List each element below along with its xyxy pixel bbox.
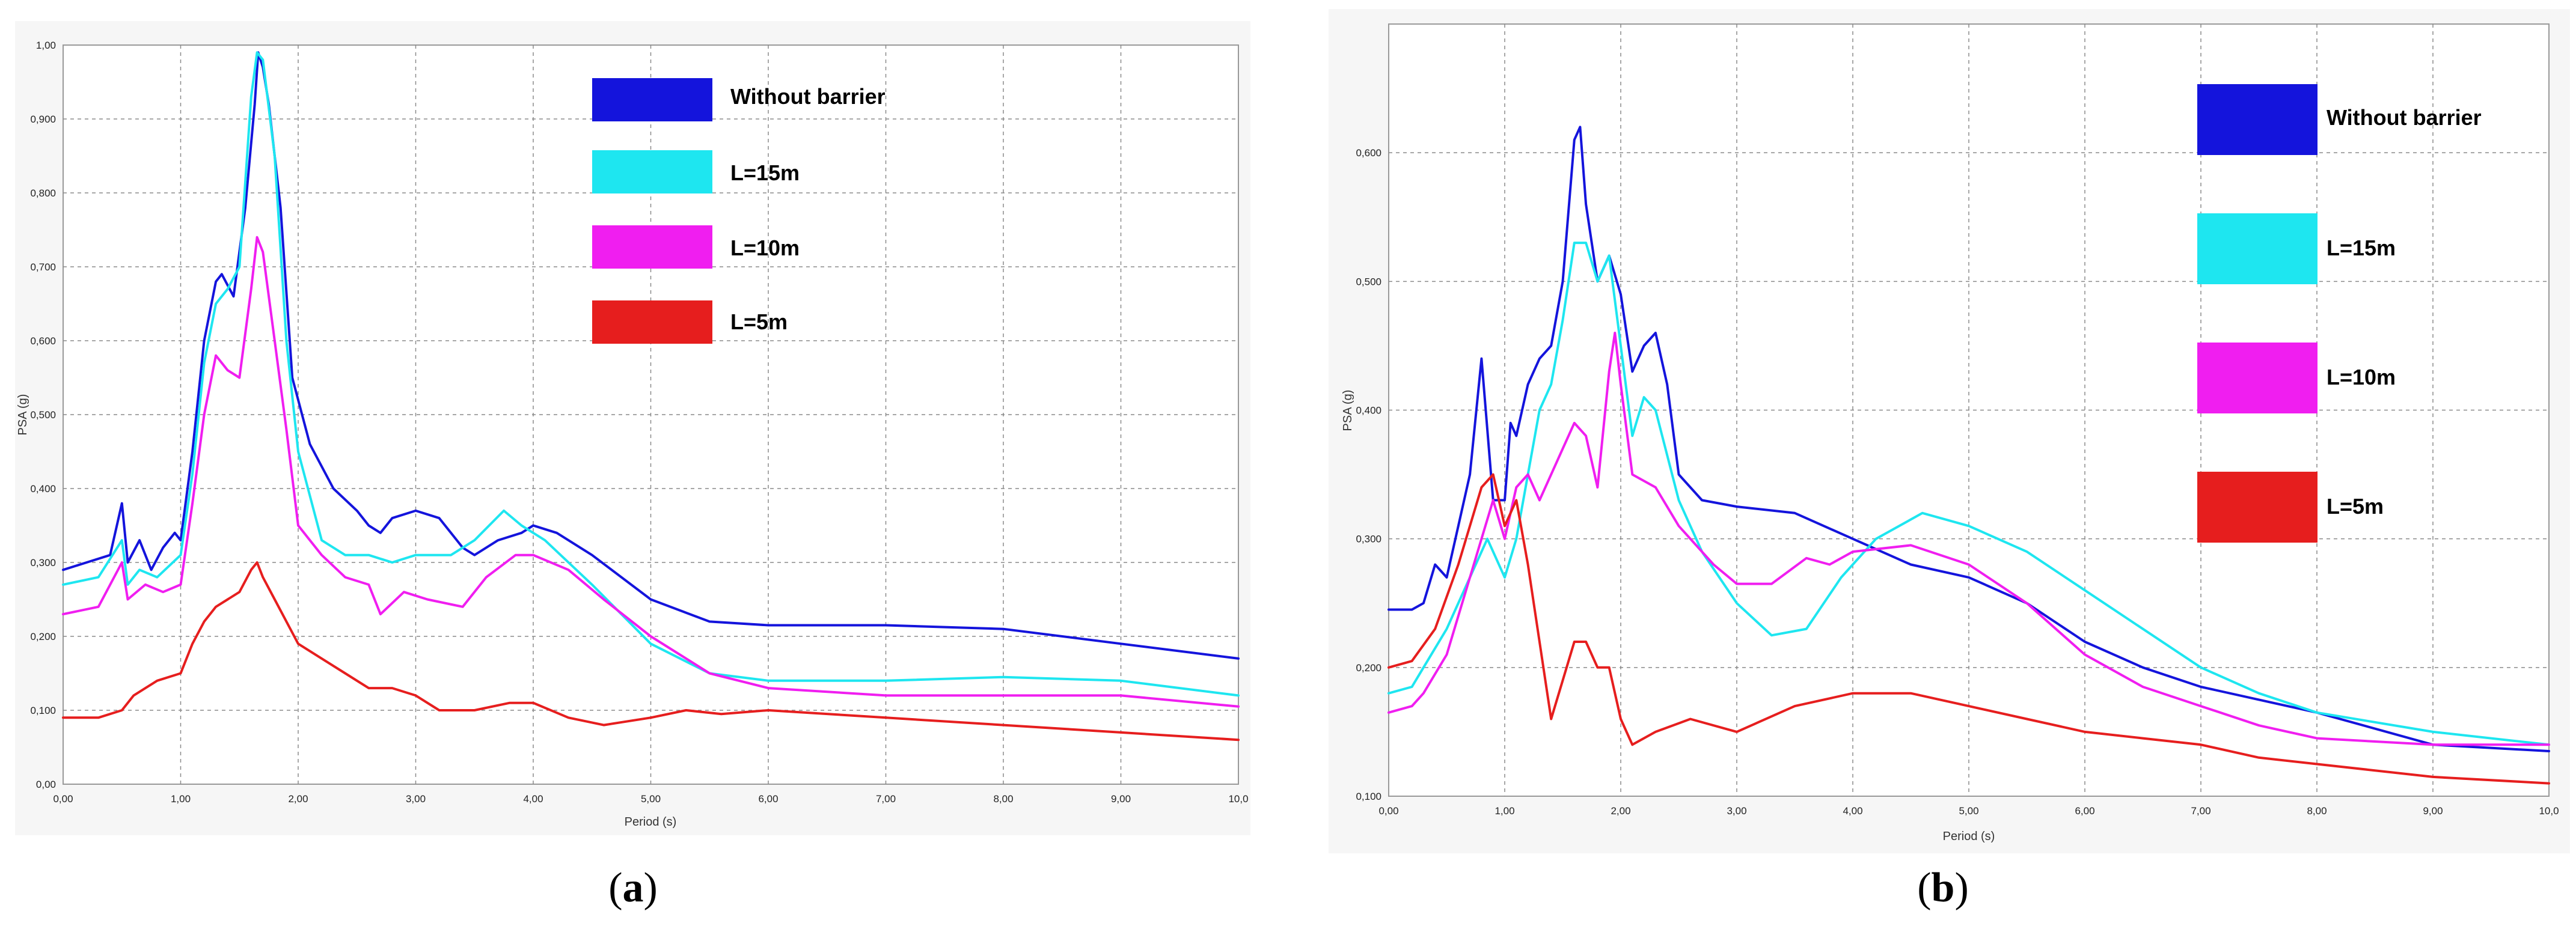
x-tick-label: 5,00 <box>1959 805 1978 817</box>
panel-a-x-axis-title: Period (s) <box>625 815 677 829</box>
legend-label-without-barrier: Without barrier <box>730 84 886 109</box>
legend-swatch-l15-b <box>2197 213 2317 284</box>
legend-label-l15-b: L=15m <box>2327 236 2396 260</box>
panel-b-legend-item-l5: L=5m <box>2197 472 2384 543</box>
y-tick-label: 0,300 <box>1356 534 1381 545</box>
x-tick-label: 8,00 <box>993 793 1013 805</box>
legend-label-l10: L=10m <box>730 236 800 260</box>
y-tick-label: 0,700 <box>30 261 56 273</box>
legend-swatch-l10 <box>592 225 712 269</box>
x-tick-label: 1,00 <box>171 793 191 805</box>
y-tick-label: 0,400 <box>30 483 56 495</box>
panel-b-x-tick-labels: 0,00 1,00 2,00 3,00 4,00 5,00 6,00 7,00 8,00 9,00… <box>1378 805 2559 817</box>
panel-a-letter: a <box>623 865 644 911</box>
legend-label-without-barrier-b: Without barrier <box>2327 105 2482 130</box>
panel-b-grid <box>1389 24 2549 796</box>
x-tick-label: 7,00 <box>2191 805 2210 817</box>
panel-b-legend-item-without-barrier: Without barrier <box>2197 84 2482 155</box>
x-tick-label: 10,0 <box>1228 793 1248 805</box>
y-tick-label: 0,300 <box>30 557 56 568</box>
series-line-l-10m <box>1387 332 2550 746</box>
y-tick-label: 0,500 <box>30 409 56 421</box>
x-tick-label: 4,00 <box>1843 805 1862 817</box>
panel-a-series-lines <box>62 51 1240 742</box>
panel-a-legend-item-l15: L=15m <box>592 150 800 193</box>
x-tick-label: 6,00 <box>758 793 778 805</box>
series-line-l-15m <box>1387 242 2550 746</box>
x-tick-label: 2,00 <box>1611 805 1630 817</box>
y-tick-label: 0,100 <box>1356 791 1381 802</box>
x-tick-label: 9,00 <box>1111 793 1131 805</box>
legend-swatch-l5-b <box>2197 472 2317 543</box>
panel-a: 0,00 1,00 2,00 3,00 4,00 5,00 6,00 7,00 8,00 9,00… <box>15 21 1250 911</box>
y-tick-label: 0,500 <box>1356 276 1381 287</box>
legend-swatch-without-barrier-b <box>2197 84 2317 155</box>
x-tick-label: 8,00 <box>2307 805 2327 817</box>
panel-b-letter: b <box>1932 865 1955 911</box>
legend-label-l5-b: L=5m <box>2327 494 2384 519</box>
panel-b: 0,00 1,00 2,00 3,00 4,00 5,00 6,00 7,00 8,00 9,00… <box>1329 9 2570 911</box>
x-tick-label: 6,00 <box>2075 805 2094 817</box>
series-line-l-5m <box>1387 473 2550 785</box>
series-line-l-10m <box>62 236 1240 708</box>
legend-swatch-l10-b <box>2197 343 2317 413</box>
series-line-l-15m <box>62 51 1240 697</box>
x-tick-label: 1,00 <box>1495 805 1514 817</box>
series-line-without-barrier <box>62 51 1240 660</box>
x-tick-label: 3,00 <box>1727 805 1746 817</box>
y-tick-label: 1,00 <box>36 40 56 51</box>
panel-a-label: (a) <box>608 865 658 911</box>
y-tick-label: 0,600 <box>1356 147 1381 159</box>
x-tick-label: 4,00 <box>523 793 543 805</box>
panel-b-y-axis-title: PSA (g) <box>1341 390 1354 431</box>
y-tick-label: 0,800 <box>30 187 56 199</box>
x-tick-label: 2,00 <box>288 793 308 805</box>
x-tick-label: 9,00 <box>2423 805 2443 817</box>
panel-b-series-lines <box>1387 126 2550 785</box>
legend-label-l5: L=5m <box>730 309 788 334</box>
legend-swatch-without-barrier <box>592 78 712 121</box>
legend-label-l15: L=15m <box>730 160 800 185</box>
legend-swatch-l15 <box>592 150 712 193</box>
y-tick-label: 0,200 <box>1356 662 1381 674</box>
y-tick-label: 0,100 <box>30 705 56 716</box>
panel-b-legend: Without barrier L=15m L=10m L=5m <box>2197 84 2482 543</box>
panel-a-y-axis-title: PSA (g) <box>16 394 29 436</box>
panel-b-legend-item-l15: L=15m <box>2197 213 2396 284</box>
panel-b-legend-item-l10: L=10m <box>2197 343 2396 413</box>
y-tick-label: 0,200 <box>30 631 56 642</box>
x-tick-label: 5,00 <box>641 793 661 805</box>
panel-a-x-tick-labels: 0,00 1,00 2,00 3,00 4,00 5,00 6,00 7,00 8,00 9,00… <box>53 793 1248 805</box>
x-tick-label: 10,0 <box>2539 805 2559 817</box>
series-line-l-5m <box>62 561 1240 742</box>
panel-a-legend-item-l5: L=5m <box>592 300 788 344</box>
x-tick-label: 7,00 <box>876 793 896 805</box>
x-tick-label: 3,00 <box>406 793 426 805</box>
legend-label-l10-b: L=10m <box>2327 365 2396 389</box>
y-tick-label: 0,900 <box>30 114 56 125</box>
y-tick-label: 0,400 <box>1356 405 1381 416</box>
y-tick-label: 0,600 <box>30 335 56 347</box>
panel-b-label: (b) <box>1917 865 1969 911</box>
panel-a-legend-item-l10: L=10m <box>592 225 800 269</box>
x-tick-label: 0,00 <box>1378 805 1398 817</box>
x-tick-label: 0,00 <box>53 793 73 805</box>
panel-b-y-tick-labels: 0,100 0,200 0,300 0,400 0,500 0,600 <box>1356 147 1381 802</box>
y-tick-label: 0,00 <box>36 779 56 790</box>
panel-b-x-axis-title: Period (s) <box>1943 830 1995 843</box>
panel-a-y-tick-labels: 0,00 0,100 0,200 0,300 0,400 0,500 0,600 0,700 0… <box>30 40 56 790</box>
legend-swatch-l5 <box>592 300 712 344</box>
panel-a-legend: Without barrier L=15m L=10m L=5m <box>592 78 886 344</box>
panel-a-legend-item-without-barrier: Without barrier <box>592 78 886 121</box>
